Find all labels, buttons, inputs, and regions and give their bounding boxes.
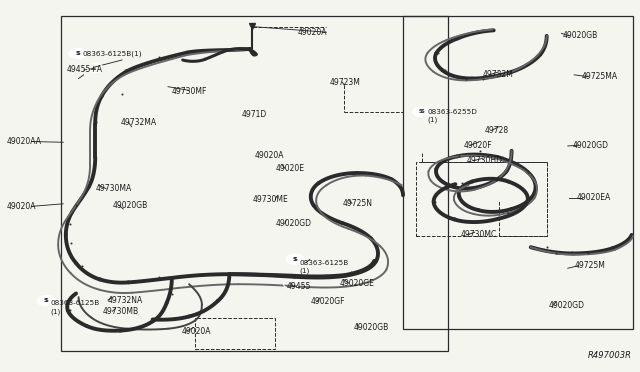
Text: S: S bbox=[77, 51, 81, 56]
Text: 49725N: 49725N bbox=[342, 199, 372, 208]
Text: 49730MA: 49730MA bbox=[95, 184, 131, 193]
Text: 49020F: 49020F bbox=[464, 141, 492, 150]
Text: 49020A: 49020A bbox=[181, 327, 211, 336]
Text: 49020GE: 49020GE bbox=[339, 279, 374, 288]
Text: S: S bbox=[45, 298, 49, 303]
Text: 49455: 49455 bbox=[287, 282, 311, 291]
Text: 49730MB: 49730MB bbox=[103, 307, 139, 316]
Text: S: S bbox=[294, 257, 298, 262]
Text: 49732MA: 49732MA bbox=[121, 118, 157, 127]
Text: 49020GB: 49020GB bbox=[113, 201, 148, 210]
Text: S: S bbox=[419, 109, 423, 114]
Text: 4971D: 4971D bbox=[242, 110, 268, 119]
Text: 49730MF: 49730MF bbox=[172, 87, 207, 96]
Circle shape bbox=[414, 107, 431, 117]
Text: 08363-6125B(1): 08363-6125B(1) bbox=[83, 50, 142, 57]
Text: 49020GD: 49020GD bbox=[275, 219, 311, 228]
Text: S: S bbox=[420, 109, 424, 114]
Circle shape bbox=[38, 295, 55, 305]
Text: (1): (1) bbox=[300, 267, 310, 274]
Circle shape bbox=[69, 48, 86, 58]
Text: S: S bbox=[44, 298, 47, 304]
Text: 49728: 49728 bbox=[484, 125, 509, 135]
Text: 08363-6255D: 08363-6255D bbox=[428, 109, 477, 115]
Text: 49020A: 49020A bbox=[7, 202, 36, 211]
Circle shape bbox=[287, 254, 304, 264]
Circle shape bbox=[70, 48, 87, 58]
Bar bbox=[403, 16, 633, 329]
Circle shape bbox=[286, 254, 303, 264]
Text: 49725M: 49725M bbox=[574, 261, 605, 270]
Text: 08363-6125B: 08363-6125B bbox=[51, 301, 100, 307]
Text: 49020GD: 49020GD bbox=[548, 301, 584, 310]
Bar bbox=[416, 162, 547, 236]
Text: 49020AA: 49020AA bbox=[7, 137, 42, 146]
Text: 08363-6125B: 08363-6125B bbox=[300, 260, 349, 266]
Text: 49723M: 49723M bbox=[330, 78, 360, 87]
Text: 49020GB: 49020GB bbox=[563, 31, 598, 41]
Text: (1): (1) bbox=[428, 117, 438, 123]
Text: 49732M: 49732M bbox=[483, 70, 514, 79]
Text: 49020A: 49020A bbox=[298, 28, 327, 37]
Text: 49020GB: 49020GB bbox=[354, 323, 389, 332]
Text: 49730ME: 49730ME bbox=[253, 195, 289, 204]
Text: S: S bbox=[76, 51, 79, 56]
Text: 49020EA: 49020EA bbox=[577, 193, 611, 202]
Text: 49020GF: 49020GF bbox=[310, 297, 345, 306]
Circle shape bbox=[413, 107, 429, 117]
Text: (1): (1) bbox=[51, 308, 61, 314]
Text: 49732NA: 49732NA bbox=[108, 296, 143, 305]
Text: 49020E: 49020E bbox=[275, 164, 304, 173]
Circle shape bbox=[37, 296, 54, 306]
Text: 49020GD: 49020GD bbox=[572, 141, 608, 150]
Text: R497003R: R497003R bbox=[588, 351, 632, 360]
Text: 49730HD: 49730HD bbox=[467, 156, 503, 165]
Text: 49455+A: 49455+A bbox=[67, 65, 102, 74]
Text: S: S bbox=[292, 257, 296, 262]
Bar bbox=[61, 16, 448, 351]
Bar bbox=[195, 318, 275, 349]
Text: 49730MC: 49730MC bbox=[461, 230, 497, 240]
Text: 49020A: 49020A bbox=[254, 151, 284, 160]
Text: 49725MA: 49725MA bbox=[582, 72, 618, 81]
